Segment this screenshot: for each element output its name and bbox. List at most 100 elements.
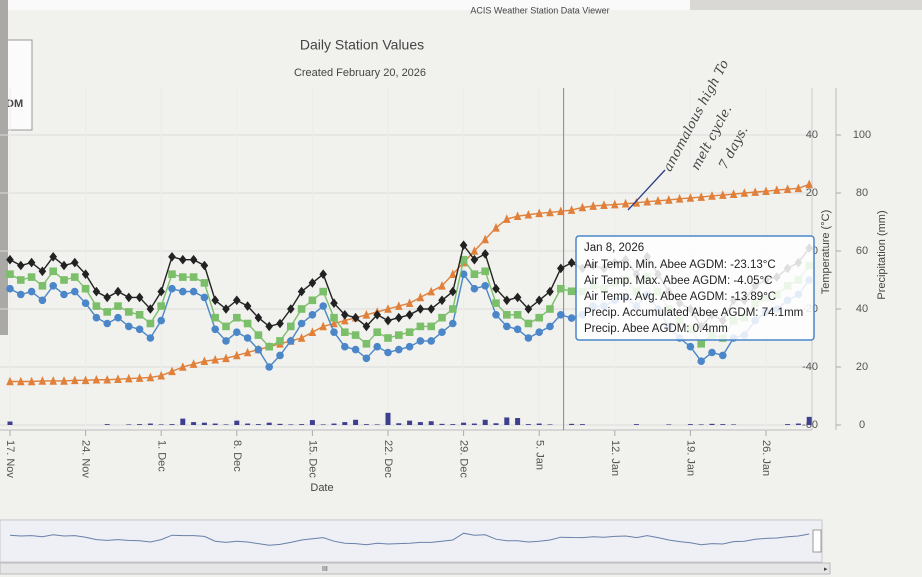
point [17,276,25,284]
point [406,343,414,351]
chart: ACIS Weather Station Data Viewer DM Dail… [0,0,922,577]
bar [148,424,153,425]
tooltip-line: Precip. Accumulated Abee AGDM: 74.1mm [584,307,803,319]
x-tick-label: 29. Dec [458,440,470,478]
point [190,273,198,281]
point [535,314,543,322]
point [319,302,327,310]
point [471,270,479,278]
x-tick-label: 24. Nov [80,440,92,478]
point [492,299,500,307]
point [190,288,198,296]
point [136,311,144,319]
x-tick-label: 17. Nov [4,440,16,478]
bar [699,424,704,425]
y2-tick-label: 100 [853,129,871,141]
point [136,326,144,334]
point [6,285,14,293]
bar [375,424,380,425]
point [287,323,295,331]
point [93,314,101,322]
point [503,323,511,331]
point [298,320,306,328]
point [103,320,111,328]
point [449,320,457,328]
point [697,357,705,365]
y2-tick-label: 60 [856,245,868,257]
bar [105,424,110,425]
scroll-arrow[interactable]: ▸ [824,566,828,573]
scrollbar-grip: III [322,566,328,573]
point [276,337,284,345]
point [71,288,79,296]
x-tick-label: 22. Dec [382,440,394,478]
point [427,323,435,331]
point [125,308,133,316]
bar [191,422,196,425]
bar [126,424,131,425]
bar [278,424,283,425]
point [39,282,47,290]
y2-axis-title: Precipitation (mm) [876,210,888,299]
point [719,352,727,360]
bar [796,424,801,425]
tooltip-line: Precip. Abee AGDM: 0.4mm [584,323,728,335]
chart-title: Daily Station Values [300,37,424,53]
point [233,314,241,322]
point [233,328,241,336]
point [406,328,414,336]
x-tick-label: 8. Dec [231,440,243,472]
point [6,270,14,278]
y-tick-label: 20 [806,187,818,199]
point [157,302,165,310]
point [125,323,133,331]
point [222,337,230,345]
bar [288,424,293,425]
bar [429,421,434,425]
point [255,331,263,339]
x-tick-label: 26. Jan [760,440,772,476]
point [60,276,68,284]
point [319,288,327,296]
point [93,302,101,310]
point [222,323,230,331]
tooltip: Jan 8, 2026Air Temp. Min. Abee AGDM: -23… [576,236,814,340]
bar [407,421,412,425]
bar [537,424,542,425]
point [49,282,57,290]
x-axis-title: Date [310,482,333,494]
bar [785,424,790,425]
point [201,279,209,287]
bar [688,424,693,425]
point [395,346,403,354]
point [471,285,479,293]
point [298,305,306,313]
point [341,343,349,351]
point [309,297,317,305]
bar [202,423,207,425]
point [384,349,392,357]
bar [256,424,261,425]
bar [332,424,337,425]
point [352,331,360,339]
bar [310,420,315,425]
bar [321,424,326,425]
bar [386,413,391,425]
navigator-handle[interactable] [813,530,821,552]
point [147,320,155,328]
bar [720,424,725,425]
bar [8,422,13,425]
bar [494,423,499,425]
navigator [0,520,822,562]
point [28,288,36,296]
bar [267,423,272,425]
bar [342,422,347,425]
point [438,314,446,322]
bar [483,420,488,425]
point [265,343,273,351]
point [82,299,90,307]
scrollbar[interactable] [0,563,830,574]
bar [299,424,304,425]
point [211,314,219,322]
point [276,352,284,360]
